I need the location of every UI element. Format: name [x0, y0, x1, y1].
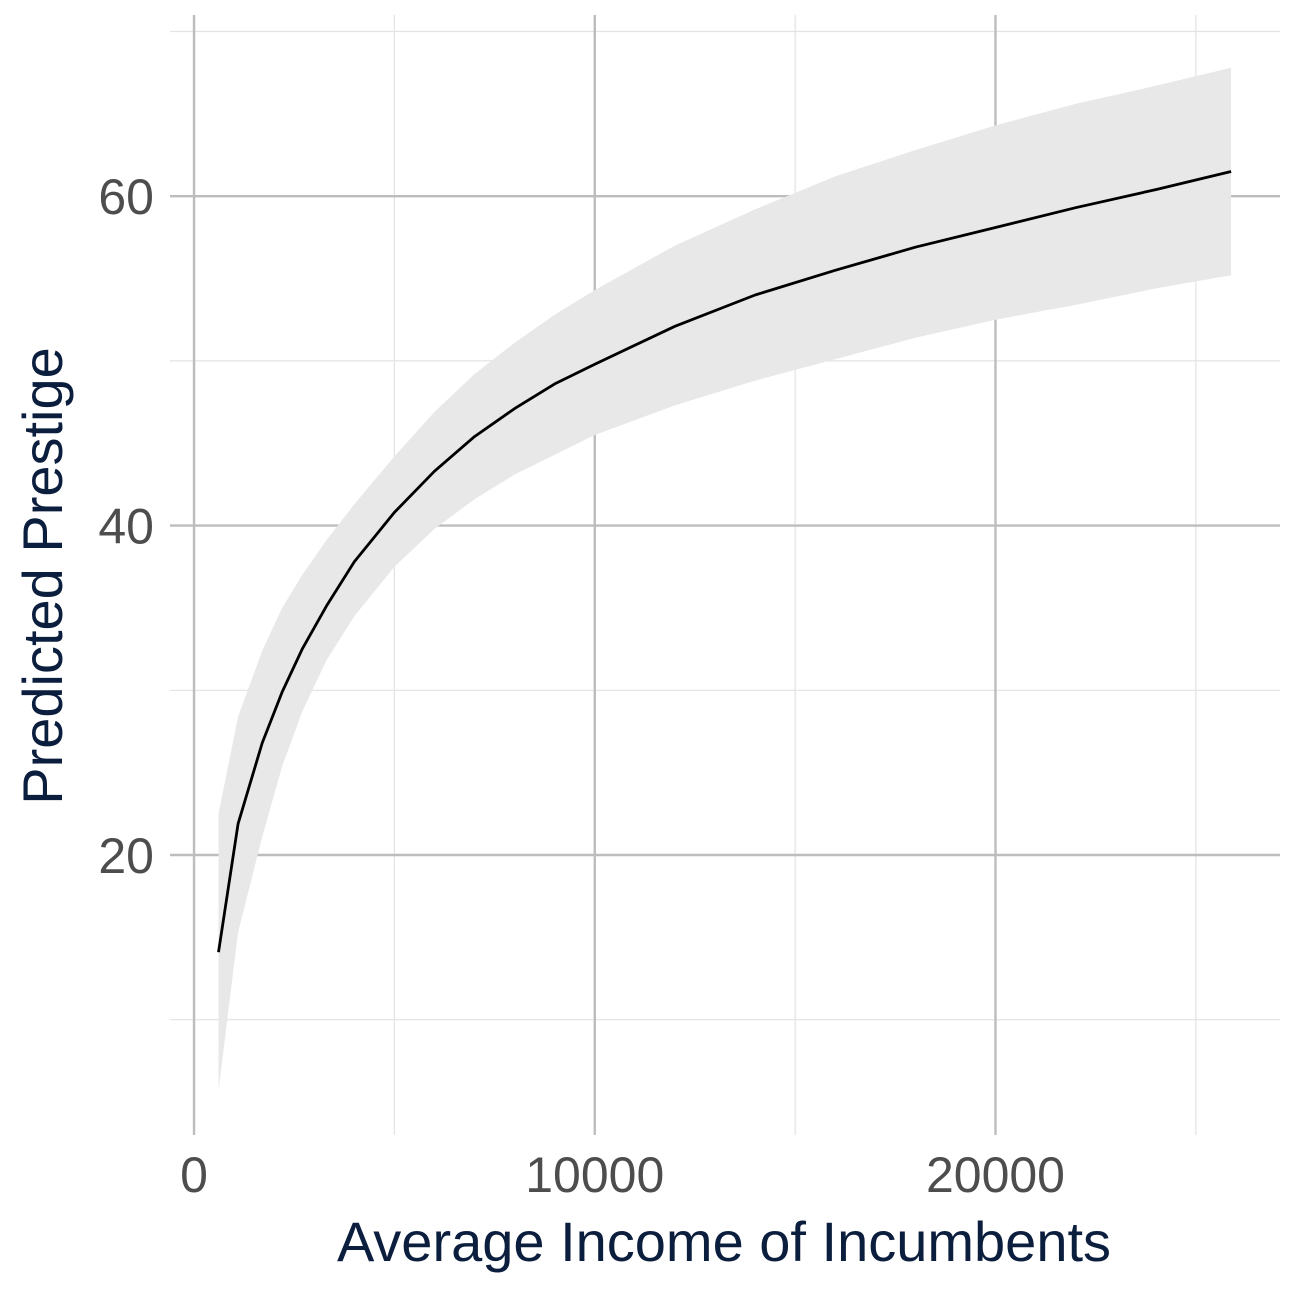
y-axis-title: Predicted Prestige — [11, 347, 74, 805]
x-tick-label: 10000 — [525, 1147, 664, 1203]
y-tick-label: 60 — [98, 169, 154, 225]
y-tick-label: 40 — [98, 499, 154, 555]
x-axis-tick-labels: 0 10000 20000 — [180, 1147, 1065, 1203]
confidence-ribbon — [218, 67, 1232, 1091]
confidence-band — [218, 67, 1232, 1091]
prediction-curve — [217, 170, 1232, 953]
prediction-line — [217, 170, 1232, 953]
x-axis-title: Average Income of Incumbents — [337, 1210, 1111, 1273]
y-axis-tick-labels: 20 40 60 — [98, 169, 154, 884]
x-tick-label: 20000 — [926, 1147, 1065, 1203]
x-tick-label: 0 — [180, 1147, 208, 1203]
y-tick-label: 20 — [98, 828, 154, 884]
